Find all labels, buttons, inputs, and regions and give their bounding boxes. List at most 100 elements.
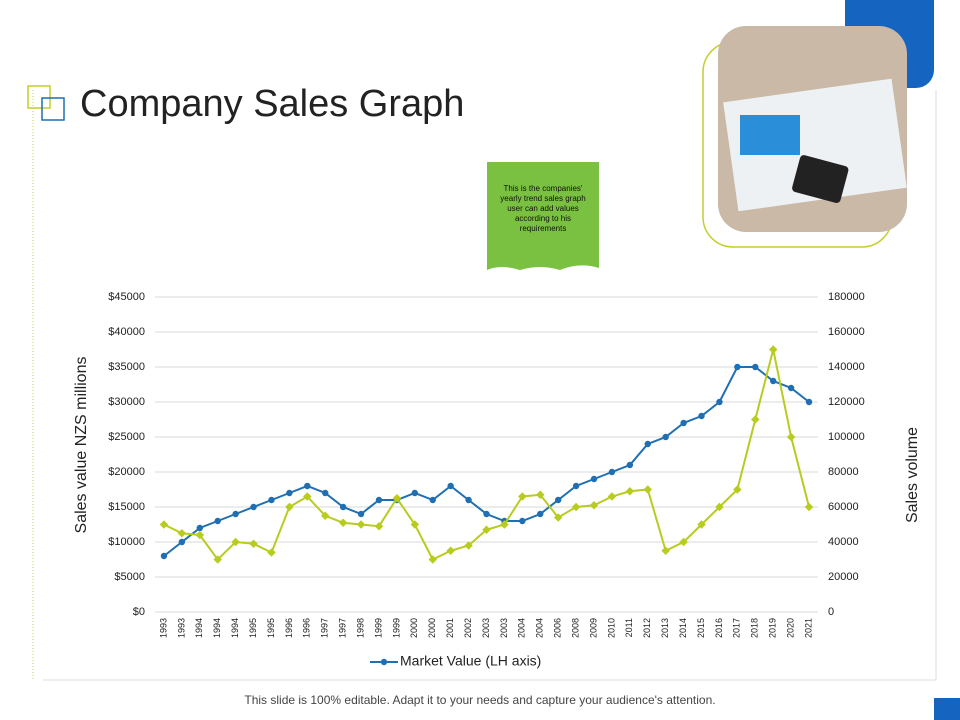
x-tick-label: 2016 xyxy=(714,618,724,638)
y2-tick-label: 60000 xyxy=(828,501,859,513)
point xyxy=(375,496,383,504)
y2-tick-label: 0 xyxy=(828,606,834,618)
point xyxy=(249,539,258,548)
point xyxy=(160,552,168,560)
photo-phone xyxy=(792,155,849,203)
x-tick-label: 1993 xyxy=(176,618,186,638)
point xyxy=(339,503,347,511)
x-tick-label: 2006 xyxy=(553,618,563,638)
y2-tick-label: 160000 xyxy=(828,326,865,338)
point xyxy=(500,520,509,529)
y-tick-label: $20000 xyxy=(108,466,145,478)
point xyxy=(770,377,777,385)
point xyxy=(643,485,653,494)
point xyxy=(392,494,402,503)
point xyxy=(734,363,741,371)
y2-tick-label: 100000 xyxy=(828,431,865,443)
x-tick-label: 1995 xyxy=(266,618,276,638)
x-tick-label: 2017 xyxy=(732,618,742,638)
point xyxy=(554,496,562,504)
point xyxy=(159,520,169,529)
point xyxy=(536,490,545,499)
point xyxy=(214,517,221,525)
point xyxy=(178,538,186,546)
point xyxy=(177,529,187,538)
y2-tick-label: 20000 xyxy=(828,571,859,583)
point xyxy=(553,513,563,522)
x-tick-label: 2009 xyxy=(588,618,598,638)
x-tick-label: 2008 xyxy=(570,618,580,638)
point xyxy=(411,489,419,497)
point xyxy=(374,522,384,531)
x-tick-label: 1995 xyxy=(248,618,258,638)
point xyxy=(768,345,778,354)
x-tick-label: 2001 xyxy=(445,618,455,638)
x-tick-label: 2002 xyxy=(463,618,473,638)
point xyxy=(196,524,203,532)
point xyxy=(715,502,724,512)
note-paper xyxy=(487,162,599,270)
point xyxy=(804,502,814,512)
point xyxy=(752,363,759,371)
point xyxy=(286,489,293,497)
point xyxy=(320,511,330,520)
footer: This slide is 100% editable. Adapt it to… xyxy=(244,693,715,707)
point xyxy=(285,502,294,512)
point xyxy=(733,485,742,494)
x-tick-label: 1993 xyxy=(158,618,168,638)
slide-title: Company Sales Graph xyxy=(80,83,464,125)
x-tick-label: 2015 xyxy=(696,618,706,638)
point xyxy=(751,415,760,424)
point xyxy=(680,419,687,427)
point xyxy=(356,520,366,529)
point xyxy=(250,503,257,511)
point xyxy=(268,496,275,504)
point xyxy=(465,496,472,504)
point xyxy=(537,510,544,518)
y-tick-label: $45000 xyxy=(108,291,145,303)
decor-block xyxy=(934,698,960,720)
x-tick-label: 1996 xyxy=(302,618,312,638)
y2-tick-label: 140000 xyxy=(828,361,865,373)
legend-label: Market Value (LH axis) xyxy=(400,653,541,669)
y-tick-label: $30000 xyxy=(108,396,145,408)
point xyxy=(518,492,527,501)
point xyxy=(716,398,723,406)
title-icon xyxy=(41,97,65,121)
x-tick-label: 1999 xyxy=(391,618,401,638)
x-tick-label: 1994 xyxy=(230,618,240,638)
point xyxy=(571,502,581,512)
y2-tick-label: 180000 xyxy=(828,291,865,303)
point xyxy=(410,520,420,529)
point xyxy=(483,510,490,518)
title-icon xyxy=(27,85,51,109)
point xyxy=(787,384,795,392)
x-tick-label: 1998 xyxy=(355,618,365,638)
y-tick-label: $35000 xyxy=(108,361,145,373)
y-axis-label: Sales value NZS millions xyxy=(73,357,90,534)
y2-tick-label: 80000 xyxy=(828,466,859,478)
x-tick-label: 1994 xyxy=(194,618,204,638)
x-tick-label: 2000 xyxy=(427,618,437,638)
y-tick-label: $5000 xyxy=(114,571,145,583)
point xyxy=(428,555,437,564)
point xyxy=(304,482,311,490)
point xyxy=(447,482,454,490)
point xyxy=(590,475,598,483)
point xyxy=(519,517,526,525)
x-tick-label: 1996 xyxy=(284,618,294,638)
y2-tick-label: 40000 xyxy=(828,536,859,548)
y-tick-label: $25000 xyxy=(108,431,145,443)
point xyxy=(357,510,365,518)
point xyxy=(232,510,239,518)
point xyxy=(464,541,473,550)
y-tick-label: $15000 xyxy=(108,501,145,513)
x-tick-label: 2020 xyxy=(785,618,795,638)
point xyxy=(805,398,813,406)
point xyxy=(608,468,616,476)
x-tick-label: 2021 xyxy=(803,618,813,638)
legend-swatch xyxy=(380,658,388,666)
y2-tick-label: 120000 xyxy=(828,396,865,408)
point xyxy=(589,501,599,510)
